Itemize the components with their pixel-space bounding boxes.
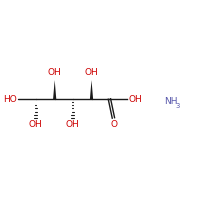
Text: OH: OH (85, 68, 98, 77)
Text: O: O (110, 120, 117, 129)
Polygon shape (90, 80, 93, 99)
Text: 3: 3 (175, 103, 179, 109)
Text: OH: OH (29, 120, 43, 129)
Text: OH: OH (66, 120, 79, 129)
Text: HO: HO (3, 95, 17, 104)
Text: OH: OH (48, 68, 62, 77)
Text: NH: NH (164, 97, 178, 106)
Text: OH: OH (128, 95, 142, 104)
Polygon shape (53, 80, 56, 99)
